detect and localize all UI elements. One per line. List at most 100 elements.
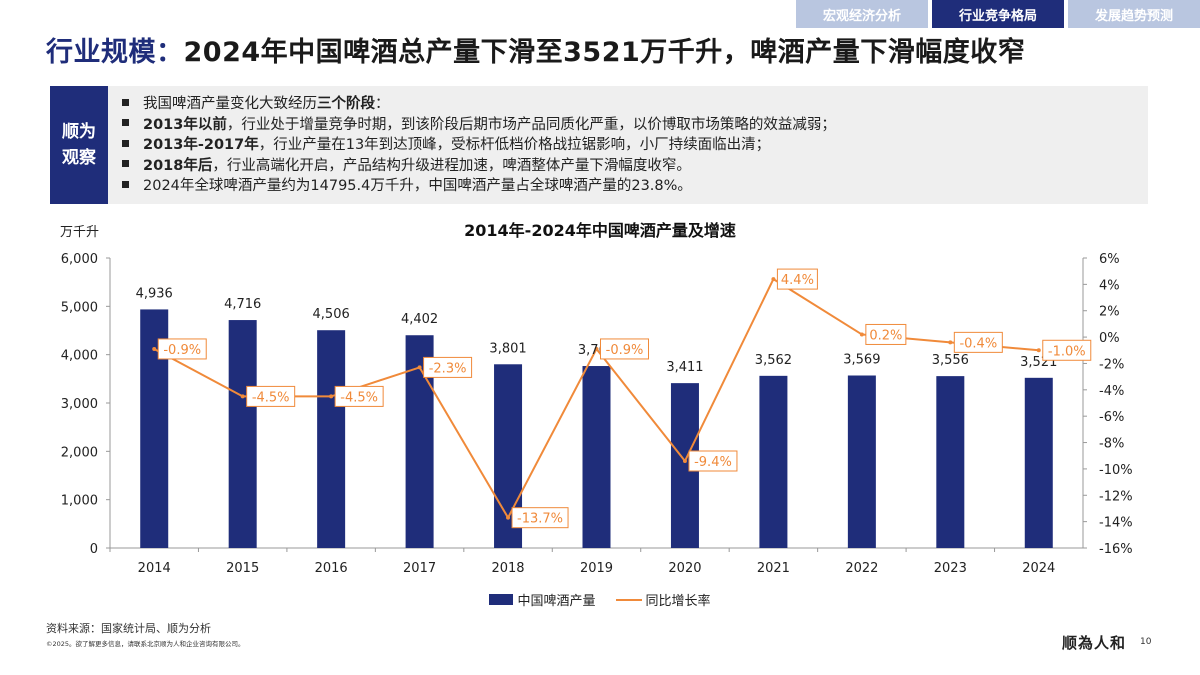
x-tick-label: 2024 <box>1022 561 1055 576</box>
y2-tick-label: -16% <box>1099 542 1133 557</box>
observation-list: 我国啤酒产量变化大致经历三个阶段： 2013年以前，行业处于增量竞争时期，到该阶… <box>122 94 836 197</box>
growth-value-label: -0.4% <box>959 336 997 351</box>
bar <box>228 320 257 548</box>
observation-item: 2018年后，行业高端化开启，产品结构升级进程加速，啤酒整体产量下滑幅度收窄。 <box>122 156 836 177</box>
company-logo: 顺為人和 <box>1062 634 1127 652</box>
growth-point <box>240 394 245 399</box>
y2-tick-label: -12% <box>1099 489 1133 504</box>
x-tick-label: 2022 <box>845 561 878 576</box>
y-tick-label: 6,000 <box>61 252 98 267</box>
observation-box: 顺为观察 我国啤酒产量变化大致经历三个阶段： 2013年以前，行业处于增量竞争时… <box>50 86 1148 204</box>
x-tick-label: 2015 <box>226 561 259 576</box>
growth-value-label: -0.9% <box>606 343 644 358</box>
y2-tick-label: -2% <box>1099 357 1124 372</box>
bar <box>582 366 611 548</box>
copyright-notice: ©2025。欲了解更多信息，请联系北京顺为人和企业咨询有限公司。 <box>46 640 245 648</box>
growth-point <box>682 459 687 463</box>
growth-label-box <box>334 385 384 407</box>
y2-tick-label: 4% <box>1099 278 1120 293</box>
observation-tag-line2: 观察 <box>62 148 96 168</box>
growth-value-label: -2.3% <box>429 361 467 376</box>
growth-label-box <box>953 331 1003 353</box>
y-axis-unit-label: 万千升 <box>60 225 100 240</box>
section-tabs: 宏观经济分析 行业竞争格局 发展趋势预测 <box>792 0 1200 28</box>
legend-line-swatch <box>615 598 642 601</box>
bar <box>1024 377 1053 548</box>
bullet-icon <box>122 160 129 167</box>
bar-value-label: 4,506 <box>313 307 350 322</box>
tab-trend-forecast[interactable]: 发展趋势预测 <box>1068 0 1200 28</box>
bar-value-label: 4,716 <box>224 297 261 312</box>
bar-value-label: 3,556 <box>932 353 969 368</box>
observation-tag-line1: 顺为 <box>62 122 96 142</box>
bullet-icon <box>122 98 129 106</box>
x-tick-label: 2021 <box>757 561 790 576</box>
growth-label-box <box>157 338 207 360</box>
x-tick-label: 2016 <box>315 561 348 576</box>
data-source: 资料来源：国家统计局、顺为分析 <box>46 622 211 635</box>
x-tick-label: 2020 <box>668 561 701 576</box>
y-tick-label: 3,000 <box>61 397 98 412</box>
growth-value-label: 0.2% <box>869 328 902 343</box>
bar-value-label: 4,936 <box>136 286 173 301</box>
tab-industry-competition[interactable]: 行业竞争格局 <box>932 0 1064 28</box>
growth-point <box>771 277 776 282</box>
tab-macro-economy[interactable]: 宏观经济分析 <box>796 0 928 28</box>
bullet-icon <box>122 139 129 147</box>
growth-value-label: -9.4% <box>694 455 732 470</box>
x-tick-label: 2023 <box>934 561 967 576</box>
x-tick-label: 2018 <box>491 561 524 576</box>
legend-bar-swatch <box>489 594 514 605</box>
growth-label-box <box>1042 339 1092 361</box>
y-tick-label: 4,000 <box>61 349 98 364</box>
bar-value-label: 3,801 <box>489 341 526 356</box>
chart-title: 2014年-2024年中国啤酒产量及增速 <box>464 221 736 240</box>
y2-tick-label: -4% <box>1099 384 1124 399</box>
y-tick-label: 0 <box>90 542 98 557</box>
observation-item: 2013年-2017年，行业产量在13年到达顶峰，受标杆低档价格战拉锯影响，小厂… <box>122 135 836 156</box>
x-tick-label: 2019 <box>580 561 613 576</box>
growth-label-box <box>246 385 296 407</box>
growth-point <box>1036 348 1041 353</box>
observation-tag: 顺为 观察 <box>50 86 108 204</box>
growth-label-box <box>688 450 738 472</box>
y2-tick-label: -8% <box>1099 437 1124 452</box>
legend-item-output: 中国啤酒产量 <box>489 590 596 609</box>
page-title: 行业规模：2024年中国啤酒总产量下滑至3521万千升，啤酒产量下滑幅度收窄 <box>46 30 1025 69</box>
growth-value-label: -4.5% <box>252 390 290 405</box>
growth-value-label: 4.4% <box>781 273 814 288</box>
bar-value-label: 4,402 <box>401 312 438 327</box>
y2-tick-label: -6% <box>1099 410 1124 425</box>
page-title-keyword: 行业规模： <box>46 37 184 68</box>
y2-tick-label: -14% <box>1099 516 1133 531</box>
legend-item-growth: 同比增长率 <box>615 590 711 609</box>
observation-item: 2013年以前，行业处于增量竞争时期，到该阶段后期市场产品同质化严重，以价博取市… <box>122 115 836 136</box>
growth-point <box>948 340 953 345</box>
growth-point <box>152 346 157 351</box>
y-tick-label: 1,000 <box>61 494 98 509</box>
growth-value-label: -1.0% <box>1048 344 1086 359</box>
bullet-icon <box>122 119 129 126</box>
x-tick-label: 2017 <box>403 561 436 576</box>
growth-label-box <box>600 338 649 360</box>
bar <box>936 376 965 548</box>
growth-label-box <box>865 323 907 345</box>
bar-value-label: 3,411 <box>666 360 703 375</box>
observation-item: 我国啤酒产量变化大致经历三个阶段： <box>122 94 836 115</box>
y2-tick-label: 2% <box>1099 305 1120 320</box>
growth-point <box>329 394 334 399</box>
growth-label-box <box>511 507 569 529</box>
growth-value-label: -4.5% <box>340 390 378 405</box>
observation-item: 2024年全球啤酒产量约为14795.4万千升，中国啤酒产量占全球啤酒产量的23… <box>122 176 836 197</box>
growth-value-label: -0.9% <box>163 343 201 358</box>
growth-label-box <box>776 268 818 290</box>
growth-point <box>506 515 511 520</box>
bar-value-label: 3,562 <box>755 353 792 368</box>
bar-value-label: 3,569 <box>843 352 880 367</box>
page-number: 10 <box>1140 637 1152 647</box>
chart-legend: 中国啤酒产量 同比增长率 <box>0 590 1200 609</box>
y2-tick-label: -10% <box>1099 463 1133 478</box>
growth-point <box>859 332 864 337</box>
bar <box>759 375 788 548</box>
growth-point <box>417 365 422 370</box>
